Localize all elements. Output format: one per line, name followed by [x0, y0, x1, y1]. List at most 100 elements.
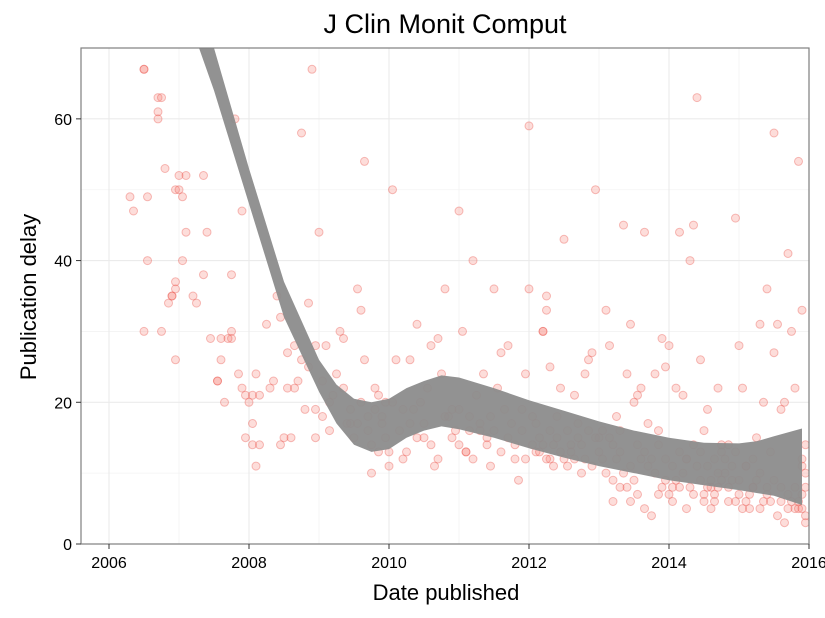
data-point	[538, 326, 548, 336]
data-point	[661, 362, 670, 372]
data-point	[234, 369, 243, 379]
data-point	[300, 404, 310, 414]
data-point	[741, 497, 751, 506]
data-point	[759, 397, 768, 407]
data-point	[143, 192, 152, 202]
data-point	[206, 334, 215, 343]
data-point	[178, 256, 187, 266]
data-point	[402, 447, 411, 457]
data-point	[678, 390, 688, 400]
data-point	[188, 291, 198, 301]
data-point	[419, 433, 429, 443]
data-point	[311, 404, 320, 414]
data-point	[304, 298, 313, 308]
data-point	[783, 249, 793, 258]
data-point	[738, 383, 747, 393]
data-point	[286, 433, 296, 443]
y-tick-label: 20	[54, 395, 72, 412]
data-point	[591, 185, 600, 195]
data-point	[734, 489, 744, 499]
data-point	[731, 213, 740, 223]
data-point	[776, 404, 786, 414]
data-point	[199, 171, 208, 180]
data-point	[801, 511, 809, 521]
data-point	[164, 298, 173, 308]
data-point	[283, 348, 292, 358]
data-point	[780, 397, 789, 407]
data-point	[213, 376, 222, 386]
data-point	[542, 454, 551, 464]
data-point	[797, 504, 807, 514]
data-point	[773, 511, 782, 521]
data-point	[454, 206, 464, 216]
data-point	[692, 93, 702, 103]
data-point	[461, 447, 471, 457]
data-point	[290, 383, 299, 393]
data-point	[426, 341, 436, 351]
data-point	[496, 348, 506, 358]
data-point	[496, 447, 506, 457]
data-point	[447, 433, 457, 443]
data-point	[559, 234, 569, 244]
data-point	[255, 390, 264, 400]
data-point	[356, 305, 366, 315]
smooth-ribbon	[199, 48, 802, 505]
axes: 2006 2008 2010 2012 2014 2016 0 20 40 60	[54, 112, 825, 572]
data-point	[181, 227, 191, 237]
data-point	[510, 454, 520, 464]
data-point	[668, 482, 677, 492]
data-point	[706, 504, 716, 514]
data-point	[643, 419, 653, 428]
smooth-ribbon-layer	[199, 48, 802, 505]
data-point	[325, 426, 334, 436]
data-point	[433, 454, 443, 464]
data-point	[143, 256, 152, 266]
data-point	[503, 341, 513, 351]
data-point	[391, 355, 401, 365]
data-point	[629, 397, 639, 407]
y-tick-label: 0	[63, 537, 72, 554]
data-point	[797, 305, 807, 315]
data-point	[153, 107, 163, 117]
data-point	[759, 497, 768, 506]
data-point	[433, 334, 443, 343]
data-point	[157, 93, 166, 103]
data-point	[223, 334, 233, 343]
data-point	[440, 284, 450, 294]
data-point	[608, 497, 618, 506]
data-point	[640, 504, 649, 514]
data-point	[584, 355, 593, 365]
data-point	[426, 440, 436, 450]
data-point	[769, 348, 779, 358]
data-point	[283, 383, 292, 393]
data-point	[699, 489, 709, 499]
data-point	[167, 291, 177, 301]
data-point	[657, 482, 667, 492]
data-point	[524, 121, 534, 131]
data-point	[251, 369, 261, 379]
data-point	[514, 475, 523, 485]
x-tick-label: 2012	[511, 555, 547, 572]
data-point	[332, 369, 341, 379]
data-point	[227, 270, 236, 280]
data-point	[580, 369, 590, 379]
data-point	[608, 475, 618, 485]
chart-title: J Clin Monit Comput	[323, 9, 567, 39]
data-point	[241, 433, 250, 443]
data-point	[685, 482, 695, 492]
x-axis-title: Date published	[373, 580, 520, 605]
data-point	[521, 454, 530, 464]
data-point	[251, 461, 261, 471]
data-point	[657, 334, 667, 343]
data-point	[766, 497, 775, 506]
data-point	[129, 206, 138, 216]
data-point	[671, 383, 681, 393]
data-point	[216, 355, 226, 365]
data-point	[412, 319, 422, 329]
data-point	[468, 256, 478, 266]
data-point	[237, 383, 247, 393]
data-point	[801, 440, 809, 450]
data-point	[398, 454, 408, 464]
data-point	[213, 376, 222, 386]
data-point	[199, 270, 208, 280]
